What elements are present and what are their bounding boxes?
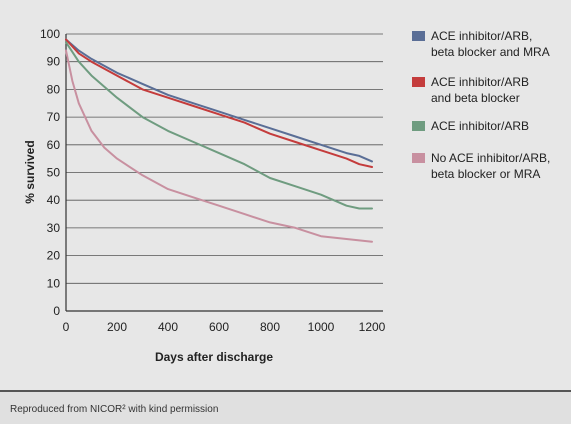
axes [65, 34, 383, 312]
series-lines [65, 38, 373, 243]
y-tick-label: 20 [47, 249, 61, 263]
grid [66, 33, 383, 284]
x-tick-label: 1000 [308, 320, 335, 334]
legend-label-4: No ACE inhibitor/ARB, [431, 151, 550, 165]
legend-swatch-4 [412, 153, 425, 163]
y-tick-label: 60 [47, 138, 61, 152]
x-axis-title: Days after discharge [155, 350, 273, 364]
series-line-4 [65, 49, 373, 243]
series-line-1 [65, 38, 373, 163]
legend-swatch-1 [412, 31, 425, 41]
legend-label-1: ACE inhibitor/ARB, [431, 29, 532, 43]
y-tick-label: 0 [53, 304, 60, 318]
caption-bar [0, 392, 571, 424]
y-tick-label: 70 [47, 110, 61, 124]
y-tick-label: 90 [47, 55, 61, 69]
x-tick-label: 800 [260, 320, 280, 334]
y-tick-label: 100 [40, 27, 60, 41]
y-tick-label: 80 [47, 82, 61, 96]
x-tick-label: 400 [158, 320, 178, 334]
legend-label-4: beta blocker or MRA [431, 167, 540, 181]
legend-label-2: ACE inhibitor/ARB [431, 75, 529, 89]
x-tick-label: 600 [209, 320, 229, 334]
legend-label-1: beta blocker and MRA [431, 45, 550, 59]
series-line-2 [65, 38, 373, 168]
x-tick-label: 1200 [359, 320, 386, 334]
y-tick-label: 50 [47, 166, 61, 180]
y-tick-label: 30 [47, 221, 61, 235]
legend-label-3: ACE inhibitor/ARB [431, 119, 529, 133]
chart-panel: 0 10 20 30 40 50 60 70 80 90 100 0 200 400 600 800 1000 1… [0, 0, 571, 392]
caption-text: Reproduced from NICOR² with kind permiss… [10, 404, 219, 415]
legend-swatch-2 [412, 77, 425, 87]
legend-label-2: and beta blocker [431, 91, 520, 105]
series-line-3 [65, 41, 373, 210]
x-tick-label: 200 [107, 320, 127, 334]
y-tick-label: 10 [47, 276, 61, 290]
legend-swatch-3 [412, 121, 425, 131]
y-tick-label: 40 [47, 193, 61, 207]
x-tick-label: 0 [63, 320, 70, 334]
legend: ACE inhibitor/ARB, beta blocker and MRA AC… [412, 29, 550, 181]
y-axis-title: % survived [23, 140, 37, 203]
